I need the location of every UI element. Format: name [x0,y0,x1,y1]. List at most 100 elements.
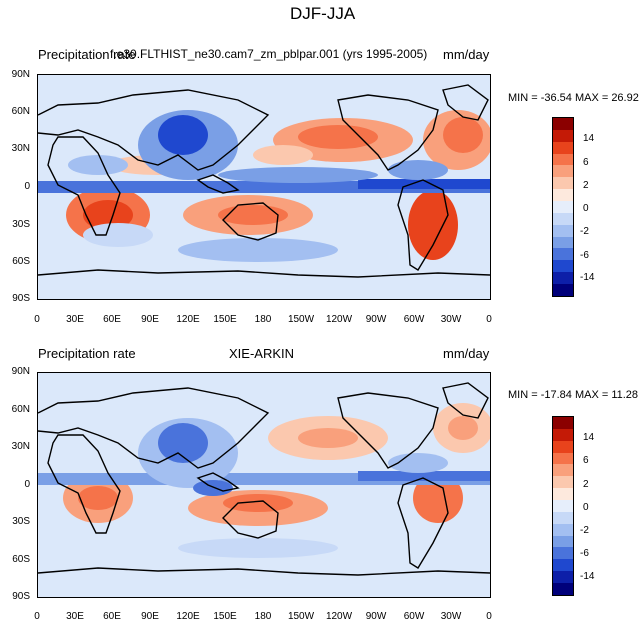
colorbar-swatch [553,177,573,190]
lon-tick: 120W [325,314,353,325]
lon-tick: 30E [66,611,84,622]
lon-tick: 0 [486,611,492,622]
lon-tick: 90E [141,314,159,325]
lon-tick: 150W [287,314,315,325]
colorbar-swatch [553,153,573,166]
colorbar-label: 2 [583,479,589,490]
lon-tick: 90W [365,314,387,325]
panel-bottom-colorbar [552,416,574,596]
colorbar-cells [553,118,573,296]
panel-bottom-map [37,372,491,598]
colorbar-swatch [553,284,573,296]
colorbar-swatch [553,189,573,202]
colorbar-swatch [553,118,573,130]
colorbar-swatch [553,535,573,548]
lat-tick: 30N [11,441,30,452]
colorbar-label: -2 [580,525,589,536]
lon-tick: 60E [103,314,121,325]
colorbar-label: -14 [580,571,595,582]
lat-tick: 60S [12,256,30,267]
lon-tick: 60W [403,314,425,325]
colorbar-label: 6 [583,455,589,466]
lon-tick: 0 [486,314,492,325]
lat-tick: 90N [11,69,30,80]
colorbar-swatch [553,212,573,225]
colorbar-swatch [553,201,573,213]
lon-tick: 180 [254,314,272,325]
colorbar-swatch [553,440,573,453]
colorbar-swatch [553,417,573,429]
lat-tick: 30N [11,143,30,154]
colorbar-label: -6 [580,250,589,261]
lon-tick: 150E [213,314,237,325]
lon-tick: 90W [365,611,387,622]
colorbar-label: -14 [580,272,595,283]
panel-bottom-center-header: XIE-ARKIN [229,346,295,361]
lon-tick: 120E [176,314,200,325]
colorbar-swatch [553,559,573,572]
lon-tick: 150W [287,611,315,622]
colorbar-swatch [553,236,573,249]
lat-tick: 0 [24,181,30,192]
panel-bottom-min-max: MIN = -17.84 MAX = 11.28 [508,389,639,401]
colorbar-label: 6 [583,157,589,168]
colorbar-swatch [553,476,573,489]
lon-tick: 180 [254,611,272,622]
lat-tick: 90N [11,366,30,377]
lat-tick: 60S [12,554,30,565]
colorbar-label: -6 [580,548,589,559]
panel-bottom-units: mm/day [443,346,490,361]
colorbar-swatch [553,165,573,178]
panel-top-map [37,74,491,300]
colorbar-swatch [553,224,573,237]
lat-tick: 30S [12,219,30,230]
colorbar-label: 14 [583,432,595,443]
lat-tick: 90S [12,293,30,304]
lon-tick: 120W [325,611,353,622]
lat-tick: 0 [24,479,30,490]
colorbar-swatch [553,488,573,501]
colorbar-swatch [553,547,573,560]
panel-top-min-max: MIN = -36.54 MAX = 26.92 [508,92,639,104]
colorbar-swatch [553,523,573,536]
lon-tick: 120E [176,611,200,622]
colorbar-swatch [553,428,573,441]
colorbar-label: -2 [580,226,589,237]
panel-bottom-left-header: Precipitation rate [38,346,136,361]
colorbar-label: 2 [583,180,589,191]
colorbar-swatch [553,511,573,524]
panel-top-units: mm/day [443,47,490,62]
precip-diff-map-obs [38,373,490,597]
colorbar-swatch [553,129,573,142]
panel-top-colorbar [552,117,574,297]
colorbar-label: 14 [583,133,595,144]
colorbar-swatch [553,571,573,584]
lon-tick: 30W [440,611,462,622]
colorbar-label: 0 [583,502,589,513]
colorbar-cells [553,417,573,595]
lon-tick: 90E [141,611,159,622]
figure-title: DJF-JJA [290,4,356,23]
lon-tick: 150E [213,611,237,622]
lat-tick: 90S [12,591,30,602]
lon-tick: 0 [34,611,40,622]
lat-tick: 60N [11,404,30,415]
colorbar-swatch [553,260,573,273]
colorbar-swatch [553,141,573,154]
colorbar-swatch [553,500,573,512]
colorbar-swatch [553,452,573,465]
panel-top-center-header: f.e30.FLTHIST_ne30.cam7_zm_pblpar.001 (y… [110,47,428,61]
lat-tick: 60N [11,106,30,117]
lon-tick: 30W [440,314,462,325]
lon-tick: 60E [103,611,121,622]
colorbar-swatch [553,583,573,595]
colorbar-label: 0 [583,203,589,214]
colorbar-swatch [553,464,573,477]
lon-tick: 60W [403,611,425,622]
colorbar-swatch [553,272,573,285]
precip-diff-map-model [38,75,490,299]
lon-tick: 0 [34,314,40,325]
panel-top-left-header: Precipitation rate [38,47,136,62]
colorbar-swatch [553,248,573,261]
lat-tick: 30S [12,516,30,527]
